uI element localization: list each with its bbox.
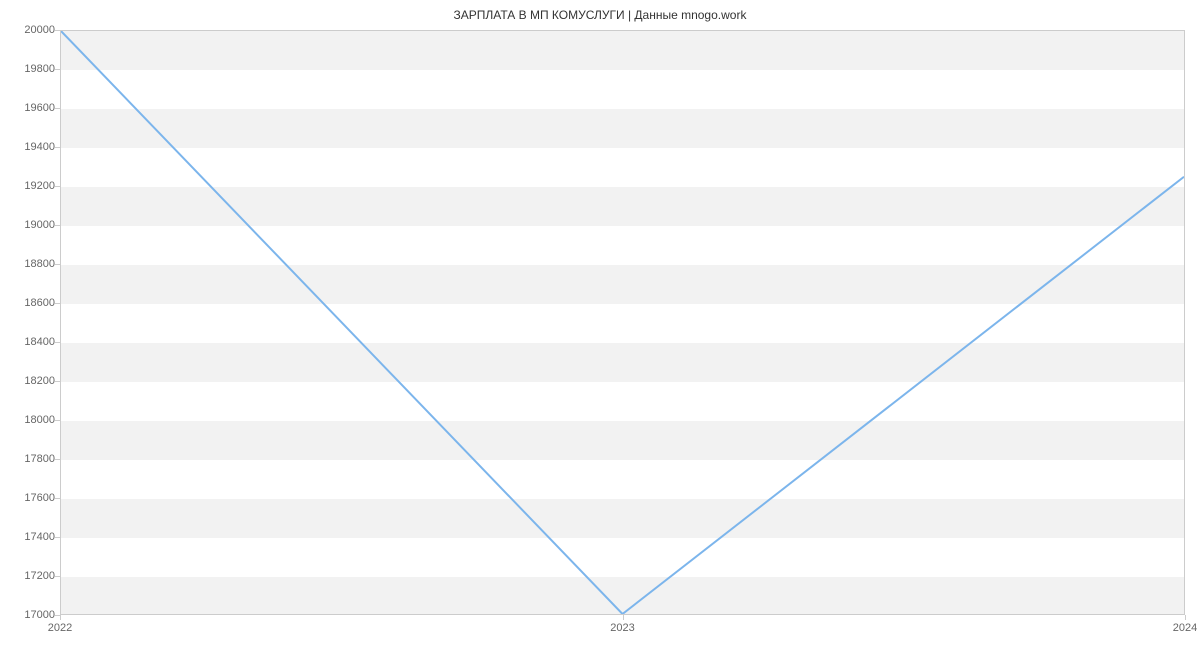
- y-tick-label: 19600: [5, 102, 55, 114]
- y-tick-mark: [55, 381, 60, 382]
- y-tick-label: 17200: [5, 570, 55, 582]
- y-tick-mark: [55, 537, 60, 538]
- y-tick-mark: [55, 225, 60, 226]
- y-tick-mark: [55, 147, 60, 148]
- grid-band: [61, 265, 1184, 304]
- y-tick-label: 20000: [5, 24, 55, 36]
- y-tick-label: 18000: [5, 414, 55, 426]
- y-tick-label: 19800: [5, 63, 55, 75]
- plot-area: [60, 30, 1185, 615]
- y-tick-mark: [55, 264, 60, 265]
- x-tick-mark: [623, 615, 624, 620]
- y-tick-mark: [55, 498, 60, 499]
- y-tick-label: 19000: [5, 219, 55, 231]
- x-tick-mark: [1185, 615, 1186, 620]
- grid-band: [61, 421, 1184, 460]
- grid-band: [61, 577, 1184, 615]
- y-tick-label: 18400: [5, 336, 55, 348]
- grid-band: [61, 109, 1184, 148]
- y-tick-mark: [55, 69, 60, 70]
- y-tick-label: 18800: [5, 258, 55, 270]
- x-tick-label: 2024: [1173, 622, 1197, 634]
- y-tick-mark: [55, 576, 60, 577]
- y-tick-mark: [55, 459, 60, 460]
- y-tick-label: 19200: [5, 180, 55, 192]
- grid-band: [61, 187, 1184, 226]
- y-tick-label: 18600: [5, 297, 55, 309]
- y-tick-mark: [55, 108, 60, 109]
- y-tick-mark: [55, 186, 60, 187]
- x-tick-label: 2022: [48, 622, 72, 634]
- y-tick-label: 17800: [5, 453, 55, 465]
- y-tick-mark: [55, 342, 60, 343]
- chart-title: ЗАРПЛАТА В МП КОМУСЛУГИ | Данные mnogo.w…: [0, 0, 1200, 22]
- grid-band: [61, 31, 1184, 70]
- y-tick-mark: [55, 303, 60, 304]
- y-tick-mark: [55, 30, 60, 31]
- y-tick-label: 17600: [5, 492, 55, 504]
- y-tick-label: 18200: [5, 375, 55, 387]
- x-tick-label: 2023: [610, 622, 634, 634]
- grid-band: [61, 343, 1184, 382]
- y-tick-label: 19400: [5, 141, 55, 153]
- grid-band: [61, 499, 1184, 538]
- y-tick-label: 17000: [5, 609, 55, 621]
- x-tick-mark: [60, 615, 61, 620]
- y-tick-label: 17400: [5, 531, 55, 543]
- chart-container: ЗАРПЛАТА В МП КОМУСЛУГИ | Данные mnogo.w…: [0, 0, 1200, 650]
- y-tick-mark: [55, 420, 60, 421]
